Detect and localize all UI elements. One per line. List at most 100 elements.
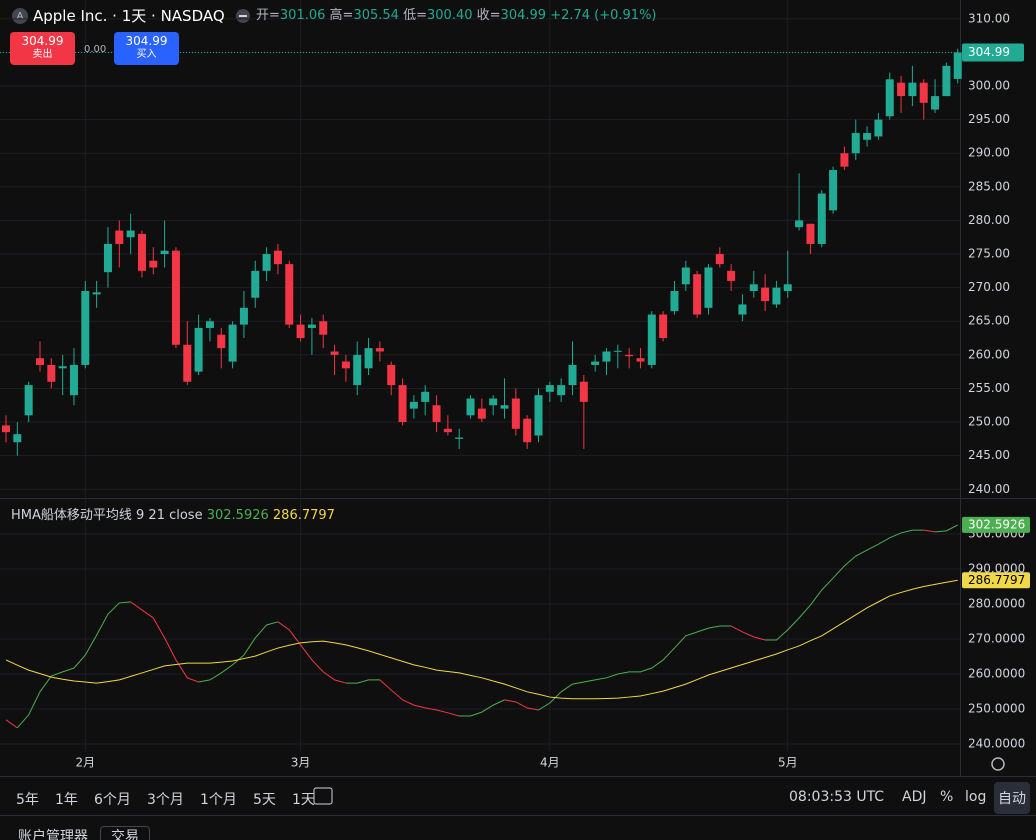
y-tick-label: 265.00 (968, 314, 1010, 328)
candle-body (364, 348, 373, 369)
candle-body (545, 385, 554, 392)
last-price-box (962, 43, 1024, 62)
auto-button[interactable]: 自动 (994, 782, 1030, 814)
range-button[interactable]: 5年 (16, 792, 39, 808)
candle-body (783, 284, 792, 292)
candle-body (375, 348, 384, 352)
candle-body (24, 385, 33, 416)
indicator-line (935, 524, 958, 533)
candle-body (851, 133, 860, 154)
y-tick-label: 245.00 (968, 448, 1010, 462)
value-box (962, 572, 1030, 589)
indicator-line (459, 699, 505, 717)
low-value: 300.40 (427, 8, 473, 23)
x-tick-label: 3月 (291, 756, 311, 770)
log-button[interactable]: log (965, 789, 987, 805)
candle-body (239, 307, 248, 325)
buy-label: 买入 (136, 49, 157, 60)
indicator-line (5, 579, 958, 700)
candle-body (795, 220, 804, 228)
settings-icon[interactable] (991, 757, 1005, 771)
y-tick-label: 280.00 (968, 213, 1010, 227)
range-button[interactable]: 3个月 (147, 792, 184, 808)
value-box (962, 516, 1030, 533)
candle-body (647, 314, 656, 365)
candle-body (149, 260, 158, 268)
sell-button[interactable]: 304.99 卖出 (10, 32, 75, 65)
indicator-title: HMA船体移动平均线 9 21 close (11, 508, 203, 523)
y-tick-label: 290.0000 (968, 561, 1025, 575)
range-button[interactable]: 1年 (55, 792, 78, 808)
candle-body (670, 291, 679, 312)
y-tick-label: 250.0000 (968, 701, 1025, 715)
x-tick-label: 2月 (75, 756, 95, 770)
candle-body (103, 243, 112, 273)
candle-body (727, 270, 736, 281)
y-tick-label: 260.0000 (968, 666, 1025, 680)
indicator-line (277, 621, 347, 684)
range-button[interactable]: 6个月 (94, 792, 131, 808)
candle-body (534, 395, 543, 436)
goto-date-icon[interactable] (313, 787, 333, 805)
indicator-line (730, 625, 766, 641)
candle-body (636, 358, 645, 362)
candle-body (160, 250, 169, 255)
range-button[interactable]: 5天 (253, 792, 276, 808)
candle-body (455, 437, 464, 439)
change-value: +2.74 (+0.91%) (550, 8, 657, 23)
percent-button[interactable]: % (940, 789, 954, 805)
candle-body (432, 405, 441, 423)
adj-button[interactable]: ADJ (902, 789, 927, 805)
y-tick-label: 270.00 (968, 280, 1010, 294)
buy-button[interactable]: 304.99 买入 (114, 32, 179, 65)
candle-body (126, 230, 135, 238)
candle-body (251, 270, 260, 298)
candle-body (806, 223, 815, 244)
candle-body (817, 193, 826, 244)
range-button[interactable]: 1天 (292, 792, 315, 808)
indicator-line (130, 601, 199, 683)
candle-body (931, 96, 940, 110)
y-tick-label: 255.00 (968, 381, 1010, 395)
candle-body (489, 398, 498, 406)
x-tick-label: 5月 (778, 756, 798, 770)
account-manager[interactable]: 账户管理器 (18, 829, 88, 840)
candle-body (625, 354, 634, 357)
last-price-label: 304.99 (968, 45, 1010, 59)
candle-body (602, 351, 611, 362)
candle-body (296, 324, 305, 339)
candle-body (217, 334, 226, 349)
y-tick-label: 275.00 (968, 247, 1010, 261)
candle-body (568, 364, 577, 386)
candle-body (262, 254, 271, 271)
indicator-line (538, 625, 732, 711)
indicator-line (379, 679, 460, 717)
indicator-line (765, 529, 924, 641)
candle-body (557, 385, 566, 396)
candle-body (466, 398, 475, 416)
candle-body (353, 354, 362, 386)
candle-body (205, 321, 214, 328)
candle-body (863, 133, 872, 140)
low-label: 低= (403, 8, 427, 23)
candle-body (183, 344, 192, 382)
candle-body (613, 350, 622, 352)
candle-body (273, 250, 282, 265)
trade-tab[interactable]: 交易 (100, 826, 150, 840)
candle-body (81, 291, 90, 365)
y-tick-label: 310.00 (968, 11, 1010, 25)
candle-body (840, 153, 849, 167)
candle-body (919, 82, 928, 103)
candle-body (772, 287, 781, 305)
candle-body (341, 361, 350, 369)
candle-body (194, 327, 203, 372)
sell-price: 304.99 (21, 34, 64, 48)
candle-body (681, 267, 690, 285)
range-button[interactable]: 1个月 (200, 792, 237, 808)
indicator-line (345, 679, 380, 684)
y-tick-label: 240.00 (968, 482, 1010, 496)
candle-body (319, 321, 328, 335)
symbol-icon-letter: A (17, 11, 24, 22)
